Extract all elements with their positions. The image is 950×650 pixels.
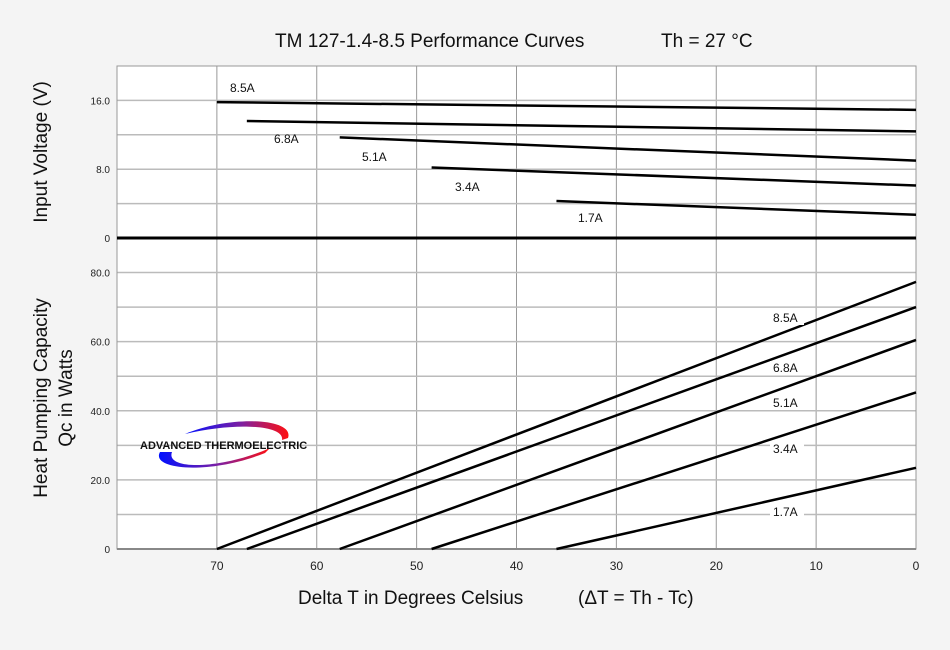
bottom-y-tick-label: 80.0 [91, 269, 111, 280]
qc-series-label: 5.1A [773, 396, 798, 410]
qc-line-6.8A [246, 305, 917, 551]
top-y-tick-label: 0 [104, 234, 110, 245]
logo-text: ADVANCED THERMOELECTRIC [140, 440, 307, 452]
x-tick-label: 0 [913, 559, 920, 573]
x-tick-label: 30 [610, 559, 624, 573]
bottom-y-tick-label: 20.0 [91, 476, 111, 487]
label-bg [770, 396, 804, 410]
qc-line-5.1A [339, 338, 917, 551]
top-y-tick-label: 8.0 [96, 165, 110, 176]
voltage-line-8.5A [216, 100, 917, 112]
qc-series-label: 1.7A [773, 505, 798, 519]
bottom-y-tick-label: 40.0 [91, 407, 111, 418]
x-tick-label: 50 [410, 559, 424, 573]
label-bg [770, 361, 804, 375]
x-tick-label: 40 [510, 559, 524, 573]
qc-line-1.7A [556, 466, 917, 551]
label-bg [770, 311, 804, 325]
voltage-series-label: 1.7A [578, 211, 603, 225]
x-tick-label: 20 [710, 559, 724, 573]
x-axis-label: Delta T in Degrees Celsius [298, 588, 523, 609]
x-tick-label: 10 [809, 559, 823, 573]
qc-series-label: 6.8A [773, 361, 798, 375]
qc-line-3.4A [431, 391, 917, 551]
bottom-y-axis-label-1: Heat Pumping Capacity [31, 298, 52, 498]
bottom-y-axis-label-2: Qc in Watts [56, 349, 77, 446]
top-y-axis-label: Input Voltage (V) [31, 81, 52, 223]
voltage-line-5.1A [339, 136, 917, 162]
label-bg [770, 442, 804, 456]
top-y-tick-label: 16.0 [91, 96, 111, 107]
voltage-series-label: 3.4A [455, 180, 480, 194]
x-tick-label: 70 [210, 559, 224, 573]
x-axis-label-note: (ΔT = Th - Tc) [578, 588, 694, 609]
label-bg [770, 505, 804, 519]
chart-subtitle: Th = 27 °C [661, 31, 753, 52]
qc-line-8.5A [216, 280, 917, 551]
x-tick-label: 60 [310, 559, 324, 573]
voltage-line-3.4A [431, 166, 917, 187]
voltage-series-label: 5.1A [362, 150, 387, 164]
chart-title: TM 127-1.4-8.5 Performance Curves [275, 31, 584, 52]
qc-series-label: 3.4A [773, 442, 798, 456]
voltage-line-6.8A [246, 119, 917, 133]
bottom-y-tick-label: 60.0 [91, 338, 111, 349]
bottom-y-tick-label: 0 [104, 545, 110, 556]
company-logo: ADVANCED THERMOELECTRIC [140, 421, 307, 468]
voltage-series-label: 8.5A [230, 81, 255, 95]
voltage-line-1.7A [556, 199, 917, 217]
voltage-series-label: 6.8A [274, 132, 299, 146]
qc-series-label: 8.5A [773, 311, 798, 325]
